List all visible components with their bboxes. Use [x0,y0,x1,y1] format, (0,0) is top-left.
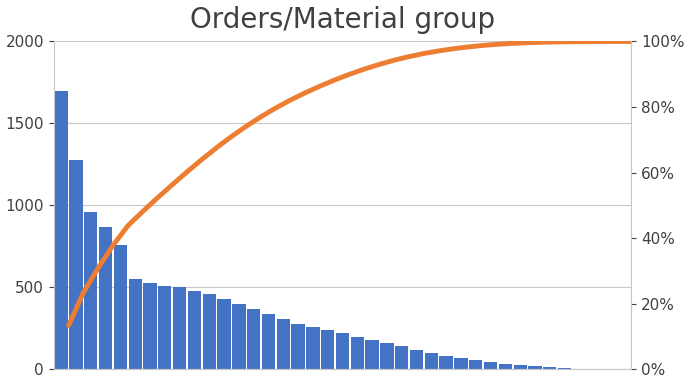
Bar [55,91,68,369]
Bar [188,291,201,369]
Bar [306,327,319,369]
Bar [233,304,246,369]
Bar [277,319,290,369]
Bar [158,286,172,369]
Bar [217,299,230,369]
Bar [454,358,468,369]
Bar [410,350,423,369]
Bar [247,309,260,369]
Bar [469,360,482,369]
Bar [499,364,512,369]
Bar [351,337,364,369]
Bar [513,365,527,369]
Bar [84,212,97,369]
Bar [543,367,556,369]
Bar [321,330,335,369]
Bar [558,368,571,369]
Bar [380,343,393,369]
Bar [440,356,453,369]
Bar [99,227,112,369]
Bar [114,245,127,369]
Bar [424,353,438,369]
Bar [291,324,305,369]
Bar [395,346,408,369]
Bar [262,314,275,369]
Bar [128,279,142,369]
Bar [484,362,497,369]
Bar [336,333,349,369]
Bar [203,294,216,369]
Bar [144,283,157,369]
Bar [173,288,186,369]
Title: Orders/Material group: Orders/Material group [190,5,495,33]
Bar [366,340,379,369]
Bar [529,366,542,369]
Bar [69,159,83,369]
